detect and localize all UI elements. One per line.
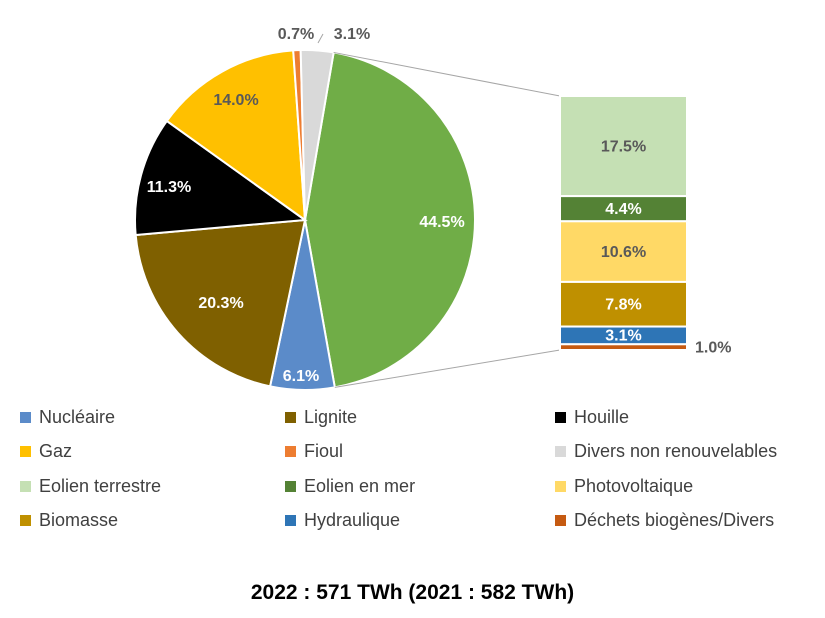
legend-swatch [555,412,566,423]
legend-swatch [20,446,31,457]
bar-data-label: 7.8% [605,296,641,313]
legend-label: Fioul [304,441,344,461]
pie-slice-4 [165,49,307,223]
legend-item: Eolien terrestre [20,476,161,497]
legend-swatch [20,481,31,492]
chart-title: 2022 : 571 TWh (2021 : 582 TWh) [250,581,575,604]
legend-label: Eolien en mer [304,476,416,496]
legend-item: Houille [555,407,629,428]
bar-segment-5 [559,343,688,351]
legend-label: Déchets biogènes/Divers [574,510,775,530]
bar-data-label: 4.4% [605,201,641,218]
legend-swatch [285,446,296,457]
pie-data-label: 14.0% [213,92,258,109]
legend-item: Lignite [285,407,357,428]
legend-label: Eolien terrestre [39,476,162,496]
pie-data-label: 20.3% [198,295,243,312]
legend-swatch [555,515,566,526]
legend-swatch [20,515,31,526]
legend-item: Nucléaire [20,407,115,428]
legend-item: Divers non renouvelables [555,441,777,462]
pie-data-label: 6.1% [283,368,319,385]
legend-swatch [555,446,566,457]
bar-data-label: 10.6% [601,244,646,261]
connector-line-bottom [334,349,561,388]
legend-item: Gaz [20,441,72,462]
bar-segment-0 [559,95,688,198]
bar-data-label: 17.5% [601,138,646,155]
pie-data-label: 11.3% [147,179,191,196]
legend-item: Biomasse [20,510,118,531]
legend-swatch [555,481,566,492]
legend-item: Eolien en mer [285,476,415,497]
connector-line-top [333,51,561,97]
bar-data-label: 1.0% [695,339,731,356]
legend-label: Biomasse [39,510,119,530]
pie-slice-0 [303,51,476,389]
legend-item: Fioul [285,441,343,462]
legend-item: Hydraulique [285,510,400,531]
legend-item: Photovoltaique [555,476,693,497]
pie-slice-3 [134,119,308,237]
pie-data-label: 44.5% [419,214,464,231]
pie-data-label: 0.7% [278,26,314,43]
pie-slice-6 [299,49,335,221]
legend-swatch [285,515,296,526]
legend-item: Déchets biogènes/Divers [555,510,774,531]
bar-data-label: 3.1% [605,328,641,345]
legend-swatch [20,412,31,423]
legend-label: Houille [574,407,630,427]
bar-segment-3 [559,280,688,328]
legend-label: Gaz [39,441,73,461]
legend-label: Lignite [304,407,358,427]
legend-label: Nucléaire [39,407,116,427]
pie-data-label: 3.1% [334,26,370,43]
legend-label: Photovoltaique [574,476,694,496]
legend-swatch [285,412,296,423]
pie-slice-2 [134,218,307,388]
leader-line [317,33,324,44]
legend-label: Hydraulique [304,510,401,530]
legend-swatch [285,481,296,492]
legend-label: Divers non renouvelables [574,441,778,461]
